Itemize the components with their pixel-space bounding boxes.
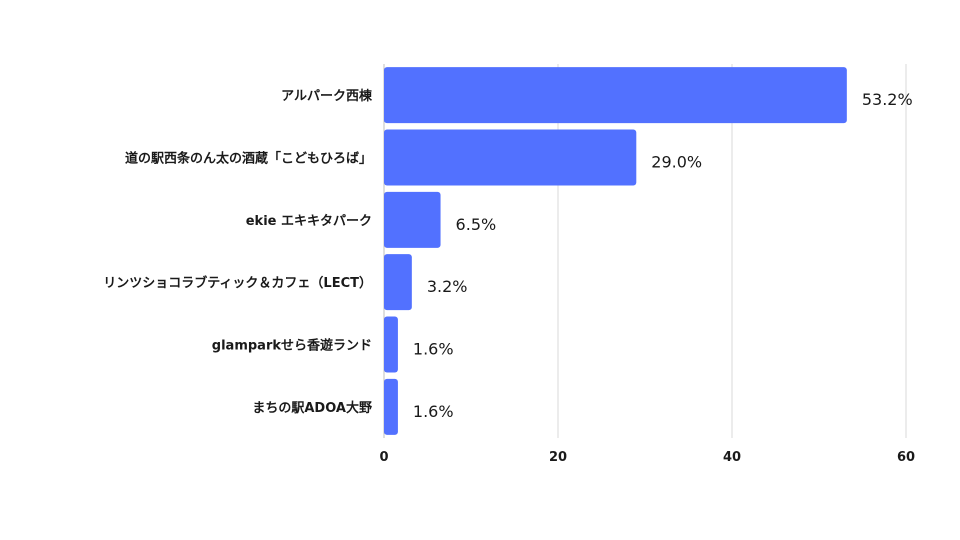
value-label-5: 1.6% (413, 402, 454, 421)
value-label-0: 53.2% (862, 90, 913, 109)
x-tick-label-0: 0 (379, 450, 388, 465)
value-label-2: 6.5% (456, 215, 497, 234)
category-label-0: アルパーク西棟 (281, 88, 373, 104)
x-axis-ticks: 0 20 40 60 (379, 450, 915, 465)
category-label-3: リンツショコラブティック＆カフェ（LECT） (103, 275, 372, 291)
value-label-4: 1.6% (413, 340, 454, 359)
category-label-4: glamparkせら香遊ランド (212, 338, 372, 354)
category-label-2: ekie エキキタパーク (246, 214, 372, 229)
x-tick-label-1: 20 (549, 450, 567, 465)
value-labels: 53.2% 29.0% 6.5% 3.2% 1.6% 1.6% (413, 90, 913, 421)
bar-2 (384, 191, 441, 248)
x-tick-label-2: 40 (723, 450, 741, 465)
bar-0 (384, 67, 847, 124)
bar-3 (384, 254, 412, 311)
grid-lines (383, 64, 907, 438)
bar-1 (384, 129, 637, 186)
bar-5 (384, 378, 398, 435)
bars (384, 67, 847, 435)
value-label-1: 29.0% (651, 153, 702, 172)
x-tick-label-3: 60 (897, 450, 915, 465)
category-label-1: 道の駅西条のん太の酒蔵「こどもひろば」 (125, 151, 372, 167)
category-label-5: まちの駅ADOA大野 (252, 400, 372, 416)
value-label-3: 3.2% (427, 277, 468, 296)
bar-4 (384, 316, 398, 373)
